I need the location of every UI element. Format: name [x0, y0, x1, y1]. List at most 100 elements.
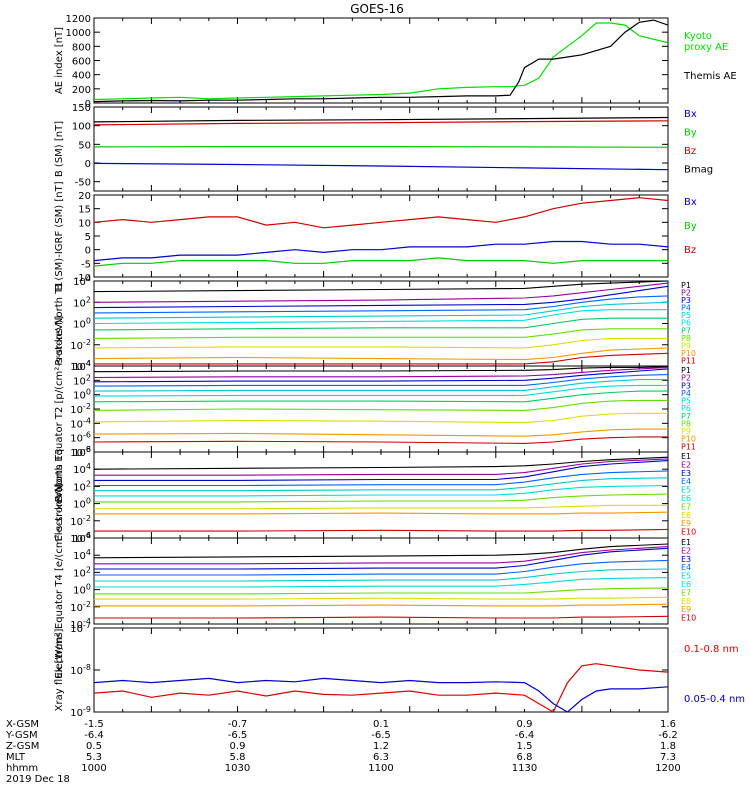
channel-label: P6 — [681, 319, 691, 328]
y-tick-label: 10-4 — [70, 416, 91, 430]
legend-entry: Bz — [684, 245, 696, 256]
y-tick-label: 106 — [73, 531, 91, 545]
y-tick-label: -5 — [81, 259, 91, 270]
channel-label: E2 — [681, 460, 691, 469]
channel-label: P8 — [681, 334, 691, 343]
footer-value: -6.4 — [515, 730, 535, 741]
y-axis-label: Xray flux [W/m²] — [54, 629, 65, 712]
plot-area — [94, 281, 668, 365]
channel-line-p1 — [94, 281, 668, 293]
channel-label: E7 — [681, 588, 691, 597]
y-tick-label: 100 — [73, 497, 91, 511]
y-tick-label: 104 — [73, 548, 91, 562]
y-tick-label: 1000 — [66, 28, 91, 39]
channel-line-p3 — [94, 285, 668, 309]
channel-label: E5 — [681, 572, 691, 581]
channel-label: E1 — [681, 452, 691, 461]
footer-value: -6.4 — [84, 730, 104, 741]
footer-row-label: Y-GSM — [5, 730, 38, 741]
series-line-0-05-0-4-nm — [94, 677, 668, 712]
channel-line-e2 — [94, 546, 668, 565]
footer-value: 5.8 — [230, 752, 246, 763]
channel-line-e2 — [94, 458, 668, 476]
channel-line-e3 — [94, 547, 668, 570]
channel-label: P3 — [681, 296, 691, 305]
channel-label: P9 — [681, 341, 691, 350]
panel-5: 10-4 10-2 100 102 104 106 Electrons North T3 E1… — [54, 445, 696, 545]
channel-line-p10 — [94, 347, 668, 361]
footer-value: 6.3 — [373, 752, 389, 763]
legend-entry: proxy AE — [684, 42, 728, 53]
series-line-0-1-0-8-nm — [94, 663, 668, 712]
y-axis-label: Electrons Equator T4 [e/(cm²-s-sr-keV)] — [54, 483, 65, 678]
channel-line-p9 — [94, 412, 668, 424]
y-tick-label: 0 — [85, 99, 91, 110]
channel-line-e1 — [94, 456, 668, 470]
y-tick-label: 400 — [72, 71, 91, 82]
channel-label: P5 — [681, 311, 691, 320]
legend-entry: By — [684, 221, 697, 232]
footer-value: 0.5 — [86, 741, 102, 752]
y-tick-label: 10-2 — [70, 600, 91, 614]
channel-line-p2 — [94, 366, 668, 379]
footer-value: -6.5 — [228, 730, 248, 741]
footer-value: 1200 — [655, 763, 680, 774]
y-tick-label: 10-2 — [70, 338, 91, 352]
channel-line-e10 — [94, 615, 668, 619]
footer-row-label: 2019 Dec 18 — [6, 774, 70, 785]
channel-line-p3 — [94, 368, 668, 383]
channel-line-e5 — [94, 568, 668, 582]
y-tick-label: 5 — [85, 232, 91, 243]
footer-value: 1.2 — [373, 741, 389, 752]
channel-line-p8 — [94, 328, 668, 339]
panel-frame — [93, 17, 669, 104]
y-tick-label: 50 — [78, 140, 91, 151]
channel-label: P4 — [681, 389, 691, 398]
channel-line-e10 — [94, 528, 668, 532]
y-tick-label: 600 — [72, 57, 91, 68]
channel-line-p5 — [94, 379, 668, 392]
channel-label: P5 — [681, 397, 691, 406]
channel-label: P3 — [681, 381, 691, 390]
channel-label: E6 — [681, 580, 691, 589]
y-tick-label: 102 — [73, 373, 91, 387]
plot-area — [94, 543, 668, 619]
channel-label: P6 — [681, 404, 691, 413]
series-line-by — [94, 257, 668, 267]
channel-line-e9 — [94, 511, 668, 515]
y-tick-label: 100 — [73, 583, 91, 597]
channel-label: E10 — [681, 528, 696, 537]
legend-entry: Bx — [684, 109, 697, 120]
y-tick-label: 20 — [78, 191, 91, 202]
y-tick-label: 10-2 — [70, 402, 91, 416]
channel-label: E3 — [681, 555, 691, 564]
legend-entry: 0.05-0.4 nm — [684, 694, 745, 705]
y-tick-label: 100 — [73, 388, 91, 402]
channel-line-p4 — [94, 295, 668, 314]
series-line-bmag — [94, 116, 668, 123]
series-line-series — [94, 22, 668, 101]
channel-label: E9 — [681, 519, 691, 528]
panel-7: 10-9 10-8 10-7 Xray flux [W/m²] 0.1-0.8 nm 0.… — [54, 621, 745, 719]
legend-entry: Themis AE — [683, 71, 737, 82]
footer-row-label: X-GSM — [6, 719, 39, 730]
y-axis-label: B (SM)-IGRF (SM) [nT] — [54, 181, 65, 290]
y-tick-label: 10 — [78, 218, 91, 229]
y-tick-label: 10-8 — [70, 663, 91, 677]
y-tick-label: 106 — [73, 445, 91, 459]
y-tick-label: 0 — [85, 159, 91, 170]
footer-value: 1.6 — [660, 719, 676, 730]
channel-line-e6 — [94, 577, 668, 588]
channel-label: E5 — [681, 486, 691, 495]
channel-label: P2 — [681, 374, 691, 383]
legend-entry: Bmag — [684, 165, 713, 176]
channel-label: P11 — [681, 356, 696, 365]
legend-entry: Bx — [684, 197, 697, 208]
series-line-by — [94, 146, 668, 148]
y-axis-label: AE index [nT] — [54, 27, 65, 94]
y-tick-label: 104 — [73, 359, 91, 373]
y-tick-label: 10-4 — [70, 617, 91, 631]
